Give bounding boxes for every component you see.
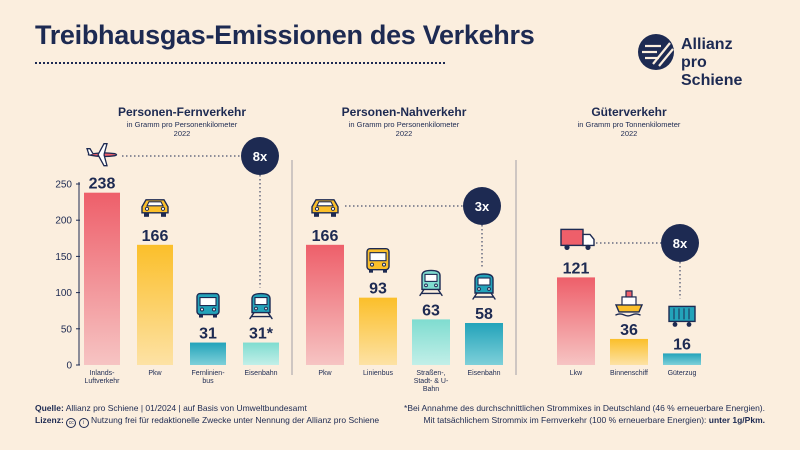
category-label: Lkw [570, 370, 583, 377]
bar [663, 353, 701, 365]
bar [243, 342, 279, 365]
bar [306, 244, 344, 365]
category-label: Güterzug [668, 370, 697, 377]
category-label: Eisenbahn [244, 370, 277, 377]
train-icon [472, 273, 496, 300]
factor-label: 8x [253, 149, 268, 164]
note-line-2-bold: unter 1g/Pkm. [708, 415, 765, 425]
license-line: Lizenz: cc i Nutzung frei für redaktione… [35, 414, 379, 428]
category-label: Binnenschiff [610, 370, 648, 377]
category-label: Pkw [318, 370, 332, 377]
car-icon [311, 199, 339, 217]
panel-title: Personen-Nahverkehr [342, 105, 467, 119]
y-tick-label: 250 [55, 180, 72, 191]
category-label: Inlands- [90, 370, 116, 377]
train-icon [249, 292, 273, 320]
value-label: 238 [89, 176, 116, 193]
bar [610, 338, 648, 365]
bar [412, 319, 450, 365]
bar [84, 192, 120, 365]
y-tick-label: 0 [66, 361, 72, 372]
car-icon [141, 199, 169, 217]
logo: Allianz pro Schiene [637, 33, 772, 89]
creative-commons-icon: cc [66, 418, 77, 428]
panel-unit: in Gramm pro Personenkilometer [127, 120, 238, 129]
y-axis: 0 50 100 150 200 250 [55, 180, 80, 372]
factor-badge [241, 137, 279, 175]
note-line-2-text: Mit tatsächlichem Strommix im Fernverkeh… [423, 415, 707, 425]
source-text: Allianz pro Schiene | 01/2024 | auf Basi… [65, 403, 307, 413]
tram-icon [419, 269, 443, 297]
y-tick-label: 50 [61, 324, 73, 335]
ship-icon [614, 290, 644, 317]
value-label: 31 [199, 326, 217, 343]
category-label: Straßen-, [416, 370, 445, 377]
factor-badge [463, 187, 501, 225]
note-line-2: Mit tatsächlichem Strommix im Fernverkeh… [404, 414, 765, 426]
category-label: Eisenbahn [467, 370, 500, 377]
category-label: Bahn [423, 386, 439, 393]
value-label: 16 [673, 336, 691, 353]
value-label: 166 [312, 228, 339, 245]
bar [557, 277, 595, 365]
factor-label: 8x [673, 236, 688, 251]
license-text: Nutzung frei für redaktionelle Zwecke un… [90, 415, 380, 425]
y-tick-label: 200 [55, 216, 72, 227]
truck-icon [560, 228, 595, 250]
category-label: Stadt- & U- [414, 378, 449, 385]
category-label: Fernlinien- [191, 370, 225, 377]
panel-title: Personen-Fernverkehr [118, 105, 246, 119]
factor-badge [661, 224, 699, 262]
value-label: 121 [563, 260, 590, 277]
logo-line-2: pro Schiene [681, 54, 743, 89]
value-label: 93 [369, 281, 387, 298]
note-line-1: *Bei Annahme des durchschnittlichen Stro… [404, 403, 765, 413]
category-label: Luftverkehr [84, 378, 120, 385]
panel-year: 2022 [621, 129, 638, 138]
title-divider [35, 62, 445, 64]
category-label: Pkw [148, 370, 162, 377]
coach-bus-icon [196, 292, 220, 318]
attribution-icon: i [78, 418, 89, 428]
panel-unit: in Gramm pro Tonnenkilometer [578, 120, 681, 129]
y-tick-label: 100 [55, 288, 72, 299]
panel-title: Güterverkehr [591, 105, 667, 119]
category-label: bus [202, 378, 214, 385]
y-tick-label: 150 [55, 252, 72, 263]
bus-icon [366, 247, 390, 273]
airplane-icon [86, 143, 118, 167]
source-line: Quelle: Allianz pro Schiene | 01/2024 | … [35, 402, 379, 414]
license-label: Lizenz: [35, 415, 64, 425]
footer-note: *Bei Annahme des durchschnittlichen Stro… [404, 402, 765, 426]
logo-mark-icon [638, 34, 674, 70]
panel-year: 2022 [174, 129, 191, 138]
value-label: 166 [142, 228, 169, 245]
bar [190, 342, 226, 365]
value-label: 31* [249, 326, 274, 343]
freight-wagon-icon [668, 305, 696, 327]
bar [465, 323, 503, 365]
bar [137, 244, 173, 365]
panel-unit: in Gramm pro Personenkilometer [349, 120, 460, 129]
value-label: 58 [475, 306, 493, 323]
source-label: Quelle: [35, 403, 64, 413]
logo-line-1: Allianz [681, 36, 733, 53]
factor-label: 3x [475, 199, 490, 214]
page-title: Treibhausgas-Emissionen des Verkehrs [35, 20, 535, 50]
footer-source: Quelle: Allianz pro Schiene | 01/2024 | … [35, 402, 379, 428]
bar [359, 297, 397, 365]
category-label: Linienbus [363, 370, 393, 377]
panel-year: 2022 [396, 129, 413, 138]
value-label: 36 [620, 322, 638, 339]
value-label: 63 [422, 302, 440, 319]
